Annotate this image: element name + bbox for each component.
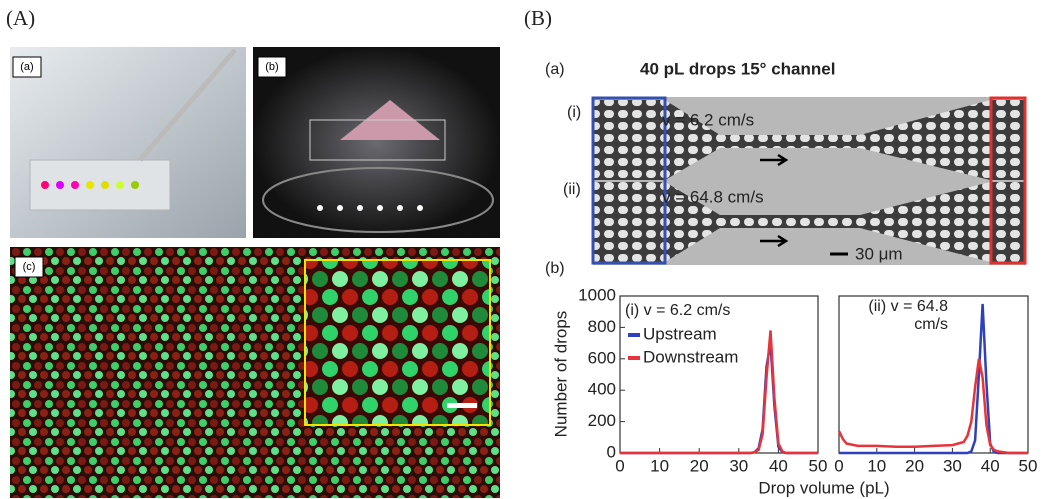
row-label: (i) [567,104,581,121]
x-tick-label: 0 [834,456,843,475]
x-tick-label: 30 [729,456,748,475]
y-tick-label: 800 [588,317,616,336]
x-tick-label: 10 [867,456,886,475]
subpanel-label: (a) [545,61,565,78]
y-tick-label: 0 [607,442,616,461]
x-tick-label: 30 [943,456,962,475]
x-tick-label: 0 [615,456,624,475]
x-tick-label: 50 [1019,456,1038,475]
x-tick-label: 20 [690,456,709,475]
title: 40 pL drops 15° channel [640,59,835,78]
legend-label: Upstream [643,324,717,343]
photo-label: (a) [20,61,33,73]
y-axis-label: Number of drops [551,311,570,438]
x-tick-label: 20 [905,456,924,475]
chart-title: (i) v = 6.2 cm/s [625,302,730,319]
x-axis-label: Drop volume (pL) [758,478,889,497]
scale-label: 30 μm [855,244,903,263]
y-tick-label: 1000 [578,285,616,304]
y-tick-label: 400 [588,380,616,399]
row-label: (ii) [563,181,581,198]
photo [253,47,500,238]
plot-frame [620,296,818,453]
x-tick-label: 40 [981,456,1000,475]
chip [30,160,170,210]
figure: (A) (B) (a) (b) (c) (a) 40 pL drops 15° … [0,0,1057,499]
photo-label: (b) [265,61,278,73]
legend-label: Downstream [643,347,738,366]
y-tick-label: 600 [588,348,616,367]
panel-label: (A) [6,6,35,30]
photo-label: (c) [23,261,36,273]
panel-label: (B) [524,6,552,30]
scale-bar [447,403,477,408]
velocity: v = 64.8 cm/s [662,187,764,206]
subpanel-label: (b) [545,260,565,277]
line-series [839,359,1028,453]
y-tick-label: 200 [588,411,616,430]
x-tick-label: 40 [769,456,788,475]
x-tick-label: 50 [809,456,828,475]
x-tick-label: 10 [650,456,669,475]
velocity: v = 6.2 cm/s [662,110,754,129]
figure-svg: (A) (B) (a) (b) (c) (a) 40 pL drops 15° … [0,0,1057,499]
inset [305,260,490,425]
chart-title: (ii) v = 64.8 cm/s [846,298,948,334]
